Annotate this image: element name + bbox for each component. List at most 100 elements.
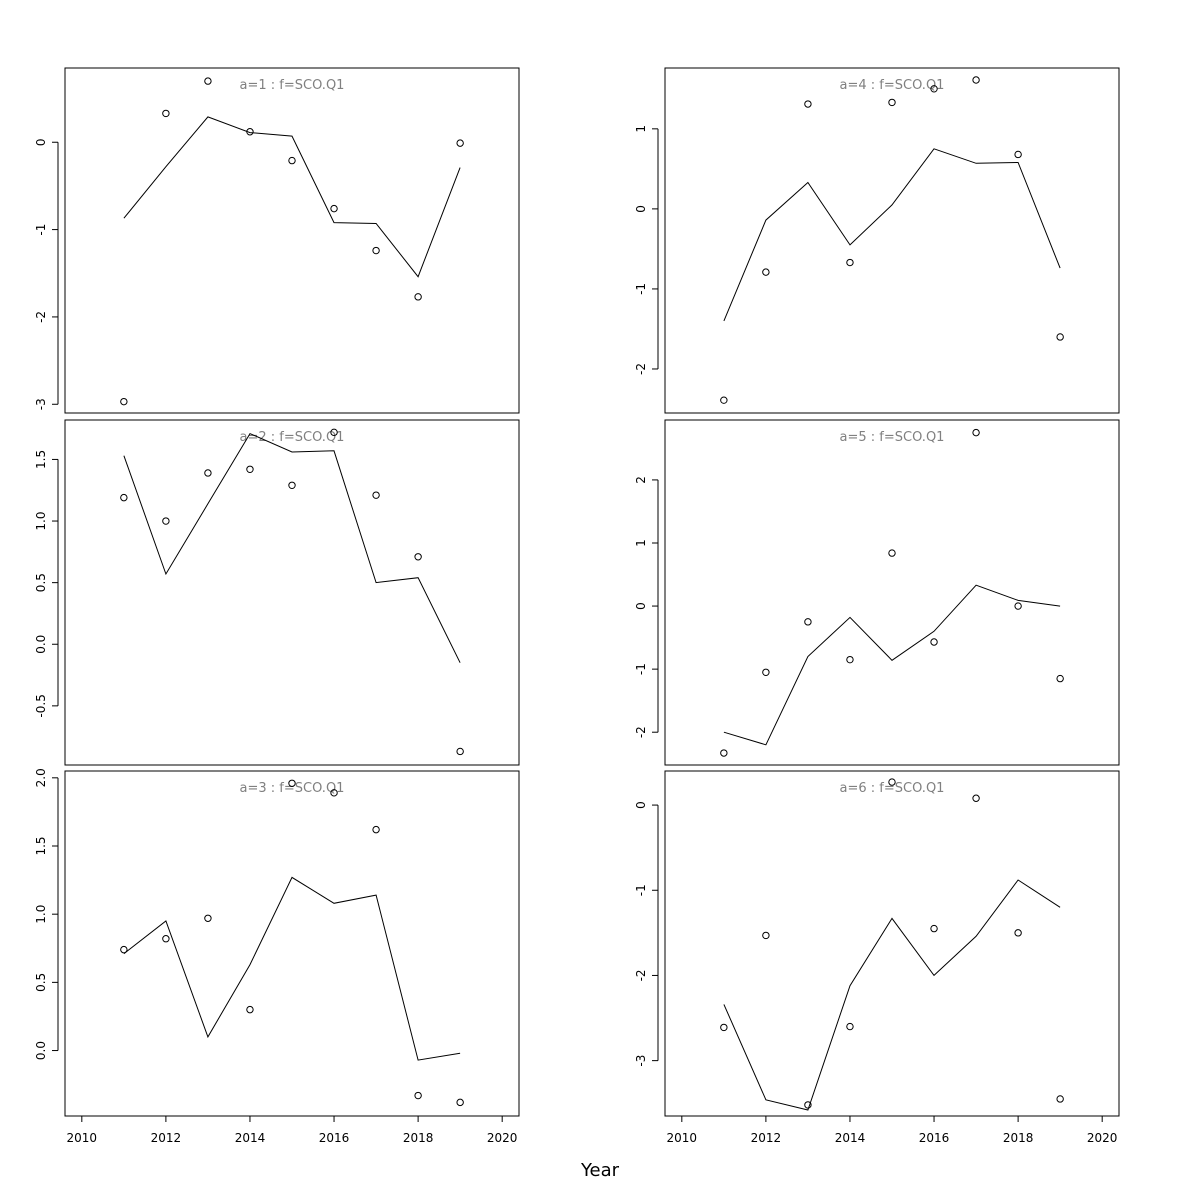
y-tick-label: 0 [634,801,648,809]
data-point [720,396,728,404]
data-point [930,924,938,933]
y-tick-label: 0 [34,138,48,146]
data-point [162,517,170,525]
panel-title: a=2 : f=SCO.Q1 [240,430,345,445]
plot-frame [64,770,520,1117]
y-tick-label: -0.5 [34,694,48,717]
y-tick-label: 2 [634,476,648,484]
x-tick-label: 2010 [667,1131,698,1145]
data-point [372,825,380,834]
data-point [456,747,464,756]
data-point [804,100,812,108]
data-point [120,945,128,954]
plot-frame [664,67,1120,414]
fitted-line [123,116,461,278]
plot-frame [64,67,520,414]
x-tick-label: 2014 [835,1131,866,1145]
panel-2: a=2 : f=SCO.Q1 -0.5 0.0 0.5 1.0 1.5 [34,419,520,766]
data-point [414,293,422,301]
data-point [414,1091,422,1100]
data-point [204,77,212,85]
panel-1: a=1 : f=SCO.Q1 -3 -2 -1 0 [34,67,520,414]
y-tick-label: -3 [34,398,48,410]
x-tick-label: 2012 [751,1131,782,1145]
y-tick-label: -1 [634,283,648,295]
panel-title: a=6 : f=SCO.Q1 [840,781,945,796]
x-tick-label: 2012 [151,1131,182,1145]
plot-frame [664,770,1120,1117]
data-point [372,246,380,255]
data-point [804,1101,812,1109]
data-point [456,1098,464,1107]
y-tick-label: 1.0 [34,511,48,530]
data-point [1056,1095,1064,1103]
data-point [1014,602,1022,610]
y-tick-label: -2 [634,969,648,981]
panel-5: a=5 : f=SCO.Q1 -2 -1 0 1 2 [634,419,1120,766]
data-point [162,935,170,943]
data-point [762,931,770,940]
data-point [720,749,728,757]
y-tick-label: 2.0 [34,768,48,787]
y-tick-label: -1 [34,224,48,236]
y-tick-label: -3 [634,1055,648,1067]
x-tick-label: 2010 [67,1131,98,1145]
data-point [246,465,254,473]
y-tick-label: -1 [634,884,648,896]
data-point [972,76,980,84]
y-tick-label: -2 [34,311,48,323]
fitted-line [123,432,461,663]
data-point [720,1023,728,1032]
plot-frame [664,419,1120,766]
fitted-line [723,148,1061,322]
x-axis-label: Year [580,1160,620,1181]
data-point [1014,929,1022,937]
y-tick-label: 0.5 [34,573,48,592]
panel-title: a=4 : f=SCO.Q1 [840,78,945,93]
data-point [330,428,338,437]
data-point [930,638,938,646]
data-point [888,549,896,557]
data-point [246,1005,254,1014]
data-point [762,668,770,676]
fitted-line [723,584,1061,746]
panel-title: a=1 : f=SCO.Q1 [240,78,345,93]
panel-6: a=6 : f=SCO.Q1 -3 -2 -1 0 2010 2012 2014 2016 201… [634,770,1120,1145]
panel-title: a=5 : f=SCO.Q1 [840,430,945,445]
data-point [456,139,464,147]
data-point [1056,333,1064,341]
y-tick-label: 1.5 [34,450,48,469]
data-point [120,493,128,502]
panel-3: a=3 : f=SCO.Q1 0.0 0.5 1.0 1.5 2.0 2010 2012 201… [34,768,520,1145]
y-tick-label: 1 [634,125,648,133]
data-point [288,779,296,787]
x-tick-label: 2020 [1087,1131,1118,1145]
data-point [162,109,170,118]
panel-4: a=4 : f=SCO.Q1 -2 -1 0 1 [634,67,1120,414]
data-point [846,258,854,267]
y-tick-label: -2 [634,363,648,375]
x-tick-label: 2016 [919,1131,950,1145]
data-point [804,618,812,626]
data-point [204,469,212,477]
data-point [330,789,338,797]
y-tick-label: 0 [634,602,648,610]
data-point [288,156,296,165]
y-tick-label: 0.0 [34,635,48,654]
data-point [204,914,212,922]
y-tick-label: 0.5 [34,973,48,992]
data-point [288,481,296,490]
x-tick-label: 2016 [319,1131,350,1145]
data-point [846,655,854,664]
x-tick-label: 2018 [1003,1131,1034,1145]
data-point [888,778,896,786]
y-tick-label: 0 [634,205,648,213]
data-point [330,204,338,213]
data-point [372,491,380,499]
y-tick-label: -1 [634,663,648,675]
data-point [762,268,770,276]
y-tick-label: 0.0 [34,1041,48,1060]
x-tick-label: 2014 [235,1131,266,1145]
data-point [1014,150,1022,159]
y-tick-label: 1.5 [34,836,48,855]
